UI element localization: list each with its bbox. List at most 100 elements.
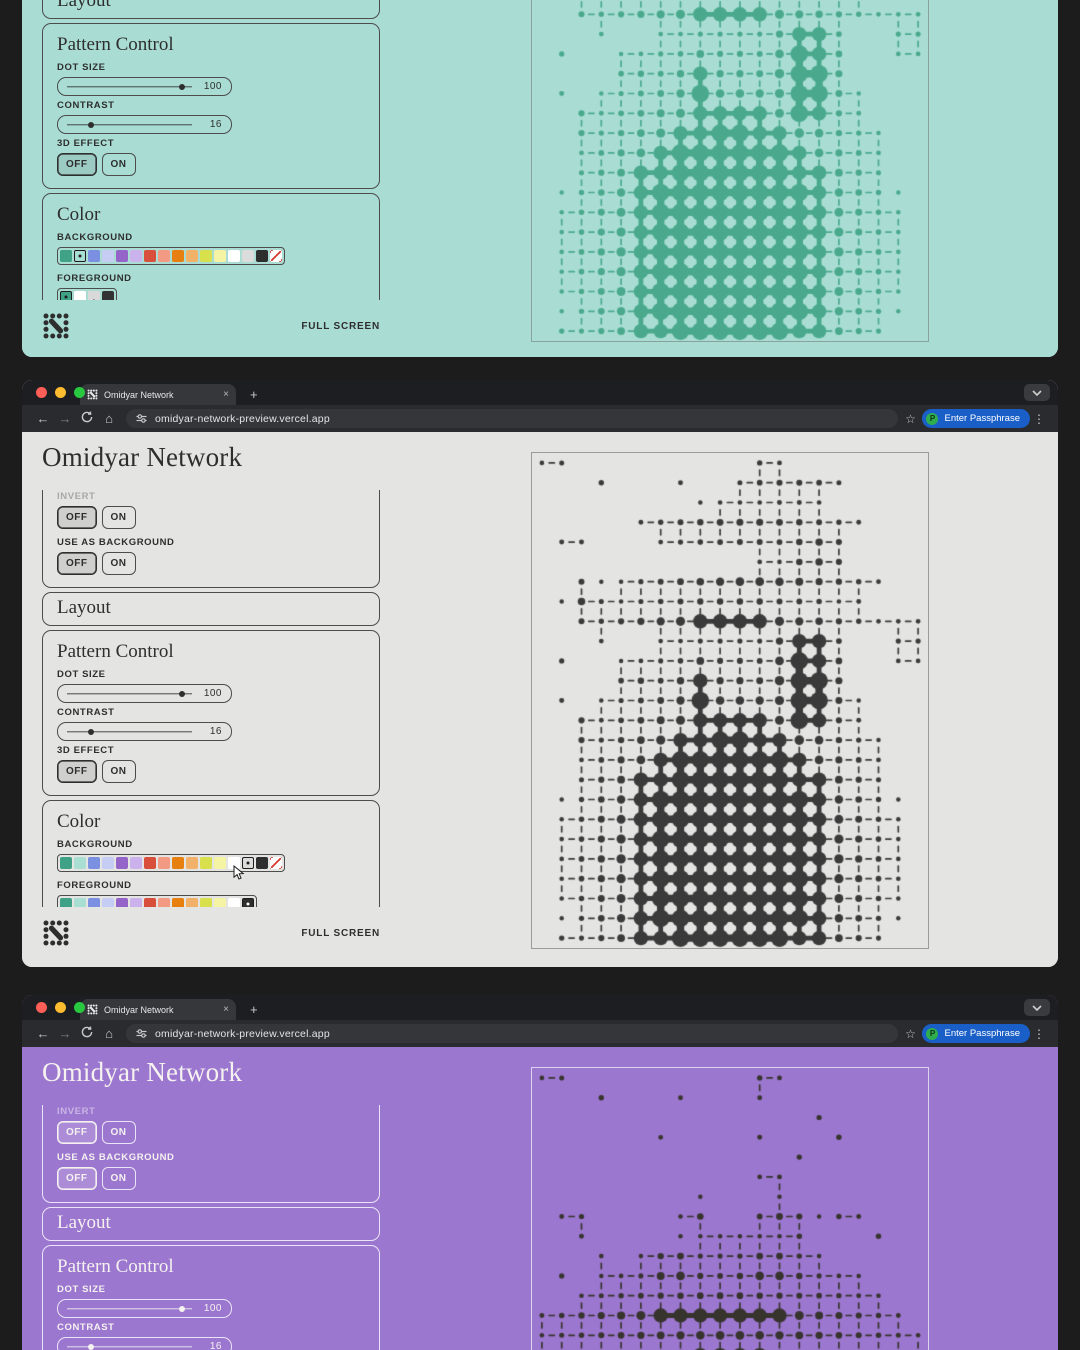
browser-menu-icon[interactable]: ⋮ (1033, 1026, 1045, 1041)
reload-button[interactable] (76, 1026, 98, 1041)
dot-size-slider[interactable]: 100 (57, 684, 232, 703)
contrast-slider[interactable]: 16 (57, 722, 232, 741)
color-swatch[interactable] (158, 898, 170, 907)
slider-thumb[interactable] (87, 728, 94, 735)
color-swatch[interactable] (242, 898, 254, 907)
reload-button[interactable] (76, 411, 98, 426)
color-swatch[interactable] (130, 857, 142, 869)
color-swatch[interactable] (186, 898, 198, 907)
color-swatch[interactable] (74, 291, 86, 300)
enter-passphrase-button[interactable]: P Enter Passphrase (922, 1024, 1030, 1043)
tab-close-icon[interactable]: × (223, 389, 229, 400)
color-swatch[interactable] (144, 250, 156, 262)
dot-size-slider[interactable]: 100 (57, 77, 232, 96)
effect-3d-off-button[interactable]: OFF (57, 153, 97, 176)
color-swatch[interactable] (158, 857, 170, 869)
slider-thumb[interactable] (87, 1343, 94, 1350)
color-swatch[interactable] (186, 250, 198, 262)
color-swatch[interactable] (200, 250, 212, 262)
color-swatch[interactable] (102, 291, 114, 300)
color-swatch[interactable] (74, 250, 86, 262)
contrast-slider[interactable]: 16 (57, 1337, 232, 1350)
color-swatch[interactable] (88, 898, 100, 907)
layout-panel[interactable]: Layout (42, 1207, 380, 1241)
forward-button[interactable]: → (58, 411, 72, 426)
enter-passphrase-button[interactable]: P Enter Passphrase (922, 409, 1030, 428)
color-swatch[interactable] (74, 898, 86, 907)
slider-thumb[interactable] (87, 121, 94, 128)
color-swatch[interactable] (158, 250, 170, 262)
use-as-background-on-button[interactable]: ON (101, 552, 136, 575)
color-swatch[interactable] (144, 898, 156, 907)
bookmark-star-icon[interactable]: ☆ (905, 411, 916, 426)
invert-off-button[interactable]: OFF (57, 1121, 97, 1144)
color-swatch[interactable] (116, 898, 128, 907)
color-swatch[interactable] (102, 250, 114, 262)
url-omnibox[interactable]: omidyar-network-preview.vercel.app (126, 1024, 899, 1043)
slider-thumb[interactable] (179, 83, 185, 90)
color-swatch[interactable] (74, 857, 86, 869)
color-swatch[interactable] (60, 250, 72, 262)
new-tab-button[interactable]: + (250, 1002, 258, 1017)
new-tab-button[interactable]: + (250, 387, 258, 402)
color-swatch[interactable] (256, 250, 268, 262)
color-swatch[interactable] (214, 857, 226, 869)
traffic-light-zoom[interactable] (74, 387, 85, 398)
full-screen-button[interactable]: FULL SCREEN (301, 927, 380, 939)
tab-close-icon[interactable]: × (223, 1004, 229, 1015)
color-swatch[interactable] (60, 291, 72, 300)
color-swatch[interactable] (102, 857, 114, 869)
home-button[interactable]: ⌂ (105, 411, 113, 426)
color-swatch[interactable] (144, 857, 156, 869)
color-swatch[interactable] (214, 898, 226, 907)
color-swatch[interactable] (60, 857, 72, 869)
effect-3d-on-button[interactable]: ON (101, 153, 136, 176)
color-swatch[interactable] (242, 857, 254, 869)
traffic-light-zoom[interactable] (74, 1002, 85, 1013)
bookmark-star-icon[interactable]: ☆ (905, 1026, 916, 1041)
browser-tab[interactable]: Omidyar Network × (80, 999, 236, 1020)
color-swatch[interactable] (172, 250, 184, 262)
traffic-light-minimize[interactable] (55, 387, 66, 398)
color-swatch[interactable] (172, 857, 184, 869)
color-swatch[interactable] (88, 857, 100, 869)
invert-on-button[interactable]: ON (101, 1121, 136, 1144)
color-swatch[interactable] (228, 857, 245, 880)
effect-3d-off-button[interactable]: OFF (57, 760, 97, 783)
use-as-background-on-button[interactable]: ON (101, 1167, 136, 1190)
color-swatch[interactable] (116, 250, 128, 262)
traffic-light-close[interactable] (36, 1002, 47, 1013)
color-swatch[interactable] (256, 857, 268, 869)
color-swatch[interactable] (214, 250, 226, 262)
color-swatch[interactable] (200, 898, 212, 907)
tab-search-chevron-button[interactable] (1024, 999, 1050, 1016)
layout-panel[interactable]: Layout (42, 0, 380, 19)
slider-thumb[interactable] (179, 690, 185, 697)
forward-button[interactable]: → (58, 1026, 72, 1041)
swatch-none[interactable] (270, 250, 282, 262)
color-swatch[interactable] (102, 898, 114, 907)
color-swatch[interactable] (116, 857, 128, 869)
color-swatch[interactable] (88, 250, 100, 262)
color-swatch[interactable] (60, 898, 72, 907)
color-swatch[interactable] (200, 857, 212, 869)
layout-panel[interactable]: Layout (42, 592, 380, 626)
swatch-none[interactable] (270, 857, 282, 869)
color-swatch[interactable] (88, 291, 100, 300)
invert-off-button[interactable]: OFF (57, 506, 97, 529)
back-button[interactable]: ← (36, 1026, 50, 1041)
browser-tab[interactable]: Omidyar Network × (80, 384, 236, 405)
slider-thumb[interactable] (179, 1305, 185, 1312)
url-omnibox[interactable]: omidyar-network-preview.vercel.app (126, 409, 899, 428)
traffic-light-minimize[interactable] (55, 1002, 66, 1013)
home-button[interactable]: ⌂ (105, 1026, 113, 1041)
color-swatch[interactable] (130, 898, 142, 907)
color-swatch[interactable] (186, 857, 198, 869)
contrast-slider[interactable]: 16 (57, 115, 232, 134)
use-as-background-off-button[interactable]: OFF (57, 552, 97, 575)
effect-3d-on-button[interactable]: ON (101, 760, 136, 783)
color-swatch[interactable] (130, 250, 142, 262)
color-swatch[interactable] (242, 250, 254, 262)
back-button[interactable]: ← (36, 411, 50, 426)
invert-on-button[interactable]: ON (101, 506, 136, 529)
